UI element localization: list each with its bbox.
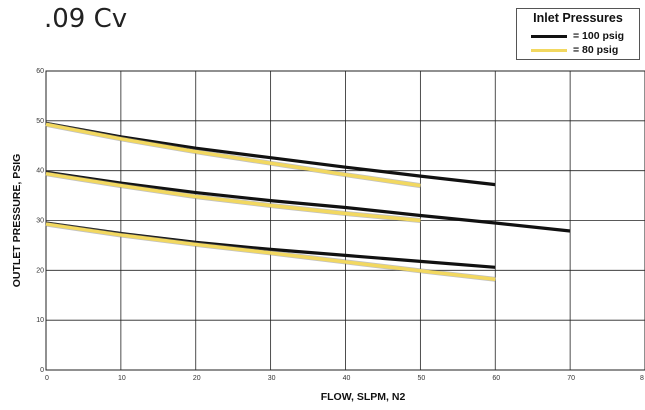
- series-line-80psig: [45, 222, 496, 281]
- y-tick-label: 40: [36, 168, 44, 175]
- legend: Inlet Pressures = 100 psig = 80 psig: [516, 8, 640, 60]
- x-tick-label: 70: [567, 375, 575, 382]
- y-tick-label: 60: [36, 68, 44, 75]
- y-tick-label: 0: [40, 367, 44, 374]
- y-tick-label: 30: [36, 218, 44, 225]
- x-tick-label: 20: [193, 375, 201, 382]
- legend-swatch-100psig: [531, 35, 567, 38]
- series-line-80psig: [45, 122, 421, 188]
- series-line-100psig: [45, 170, 571, 233]
- series-line-80psig: [45, 172, 421, 223]
- x-tick-label: 30: [268, 375, 276, 382]
- x-tick-label: 0: [45, 375, 49, 382]
- x-tick-label: 10: [118, 375, 126, 382]
- y-tick-label: 20: [36, 267, 44, 274]
- x-tick-label: 50: [417, 375, 425, 382]
- x-tick-label: 8: [640, 375, 644, 382]
- series-group: [45, 121, 571, 282]
- legend-entry-100psig: = 100 psig: [531, 30, 637, 42]
- legend-swatch-80psig: [531, 49, 567, 52]
- x-axis-label: FLOW, SLPM, N2: [321, 391, 406, 403]
- y-tick-label: 50: [36, 118, 44, 125]
- y-tick-label: 10: [36, 317, 44, 324]
- y-axis-label: OUTLET PRESSURE, PSIG: [11, 154, 23, 288]
- grid: [45, 70, 645, 371]
- series-line-100psig: [45, 121, 496, 187]
- x-tick-label: 60: [492, 375, 500, 382]
- chart-title: .09 Cv: [44, 4, 128, 34]
- x-tick-label: 40: [343, 375, 351, 382]
- legend-label-100psig: = 100 psig: [573, 30, 625, 42]
- legend-title: Inlet Pressures: [533, 11, 623, 25]
- legend-entry-80psig: = 80 psig: [531, 44, 637, 56]
- plot-frame: [45, 70, 645, 371]
- legend-label-80psig: = 80 psig: [573, 44, 619, 56]
